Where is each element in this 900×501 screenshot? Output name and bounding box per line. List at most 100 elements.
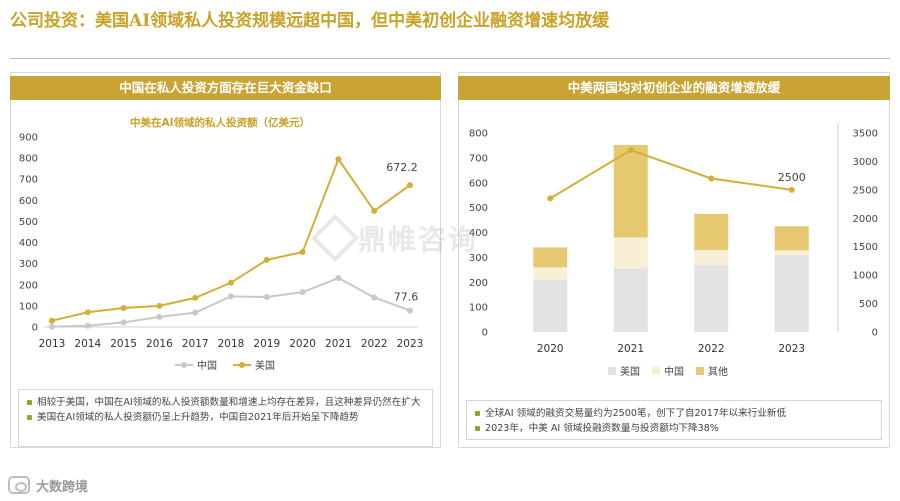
y-tick-label-right: 1500 [853, 242, 878, 253]
bar-segment-us [613, 268, 648, 332]
bar-segment-other [613, 144, 648, 238]
y-tick-label: 600 [19, 196, 38, 207]
right-panel-header: 中美两国均对初创企业的融资增速放缓 [458, 76, 890, 100]
watermark: 鼎帷咨询 [310, 213, 478, 263]
y-tick-label-left: 800 [469, 129, 488, 140]
legend-label: 其他 [708, 365, 728, 378]
y-tick-label: 200 [19, 280, 38, 291]
bullet-icon [27, 400, 32, 405]
data-point [192, 294, 199, 301]
y-tick-label-left: 100 [469, 303, 488, 314]
data-point [120, 319, 127, 326]
data-point [547, 195, 554, 202]
bar-segment-us [774, 254, 809, 332]
bar-segment-china [694, 249, 729, 265]
page-title: 公司投资：美国AI领域私人投资规模远超中国，但中美初创企业融资增速均放缓 [10, 11, 610, 31]
data-point [788, 186, 795, 193]
y-tick-label-right: 1000 [853, 271, 878, 282]
watermark-logo-icon [310, 213, 360, 263]
data-point [228, 279, 234, 286]
y-tick-label-right: 3500 [853, 129, 878, 140]
x-tick-label: 2023 [778, 343, 805, 355]
y-tick-label-right: 2000 [853, 214, 878, 225]
note-item: 全球AI 领域的融资交易量约为2500笔，创下了自2017年以来行业新低 [475, 406, 873, 421]
data-point [84, 309, 91, 316]
y-tick-label: 300 [19, 259, 38, 270]
y-tick-label: 0 [32, 323, 38, 334]
y-tick-label-left: 300 [469, 253, 488, 264]
left-panel [10, 72, 441, 448]
y-tick-label-left: 400 [469, 228, 488, 239]
y-tick-label-right: 2500 [853, 185, 878, 196]
bar-segment-us [694, 264, 729, 332]
data-point [49, 323, 55, 330]
x-tick-label: 2017 [182, 338, 209, 350]
data-point [335, 156, 342, 163]
data-point [192, 309, 199, 316]
x-tick-label: 2016 [146, 338, 173, 350]
legend-label: 美国 [620, 365, 640, 378]
legend-marker [239, 362, 245, 368]
y-tick-label-left: 500 [469, 203, 488, 214]
data-point [228, 293, 234, 300]
data-point [120, 305, 127, 311]
brand-logo-icon [8, 476, 30, 494]
x-tick-label: 2021 [617, 343, 644, 355]
bullet-icon [475, 426, 480, 431]
data-point [371, 207, 378, 214]
data-point [156, 302, 163, 309]
legend-swatch [696, 367, 704, 375]
note-item: 2023年，中美 AI 领域投融资数量与投资额均下降38% [475, 421, 873, 436]
x-tick-label: 2023 [397, 338, 424, 350]
data-point [263, 256, 270, 263]
chart-title: 中美在AI领域的私人投资额（亿美元） [130, 116, 310, 129]
y-tick-label: 800 [19, 154, 38, 165]
bar-segment-china [774, 250, 809, 255]
data-point [627, 147, 634, 154]
data-point [299, 289, 306, 296]
data-point [407, 182, 413, 189]
legend-label: 中国 [197, 359, 217, 372]
y-tick-label: 400 [19, 238, 38, 249]
y-tick-label-right: 500 [859, 299, 878, 310]
y-tick-label-right: 3000 [853, 157, 878, 168]
x-tick-label: 2022 [698, 343, 725, 355]
bar-segment-other [694, 213, 729, 250]
y-tick-label-left: 700 [469, 153, 488, 164]
data-point [49, 317, 55, 324]
y-tick-label-left: 200 [469, 278, 488, 289]
left-notes: 相较于美国，中国在AI领域的私人投资额数量和增速上均存在差异，且这种差异仍然在扩… [18, 389, 433, 447]
legend-label: 美国 [255, 359, 275, 372]
bar-segment-us [533, 279, 568, 332]
x-tick-label: 2018 [218, 338, 245, 350]
right-panel [458, 72, 890, 448]
title-divider [10, 58, 890, 59]
y-tick-label-left: 600 [469, 178, 488, 189]
bar-segment-other [774, 226, 809, 251]
note-item: 美国在AI领域的私人投资额仍呈上升趋势，中国自2021年后开始呈下降趋势 [27, 410, 424, 425]
data-point [335, 275, 342, 282]
y-tick-label-right: 0 [872, 328, 878, 339]
bullet-icon [475, 411, 480, 416]
legend-label: 中国 [664, 365, 684, 378]
data-label: 672.2 [386, 161, 418, 174]
y-tick-label: 700 [19, 175, 38, 186]
y-tick-label: 100 [19, 301, 38, 312]
x-tick-label: 2019 [253, 338, 280, 350]
bar-chart: 0 100 200 300 400 500 600 700 800 0 500 1000 1500 20… [469, 123, 878, 378]
x-tick-label: 2021 [325, 338, 352, 350]
bar-segment-china [533, 267, 568, 280]
data-point [299, 249, 306, 256]
legend-marker [181, 362, 187, 368]
x-tick-label: 2015 [110, 338, 137, 350]
deal-count-line [549, 148, 792, 200]
data-point [371, 294, 378, 301]
data-label: 77.6 [394, 291, 419, 304]
y-tick-label: 900 [19, 133, 38, 144]
bar-segment-other [533, 247, 568, 268]
data-point [84, 322, 91, 329]
footer-brand: 大数跨境 [8, 474, 88, 496]
x-tick-label: 2022 [361, 338, 388, 350]
y-tick-label-left: 0 [482, 328, 488, 339]
data-point [407, 307, 413, 314]
